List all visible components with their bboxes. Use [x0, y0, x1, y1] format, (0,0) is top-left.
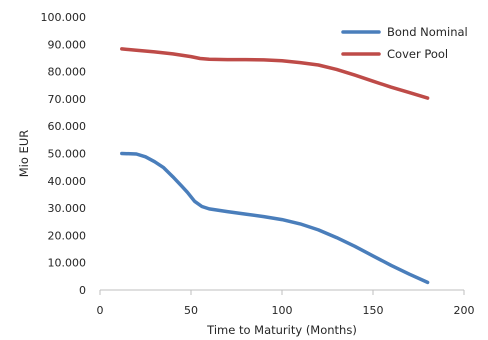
series-line-0: [120, 151, 430, 285]
x-axis-title: Time to Maturity (Months): [206, 323, 357, 337]
x-axis-ticks: 0 50 100 150 200: [97, 290, 475, 317]
y-tick-label: 10.000: [48, 257, 87, 270]
series-line-1: [120, 47, 430, 100]
y-tick-label: 30.000: [48, 202, 87, 215]
y-tick-label: 50.000: [48, 148, 87, 161]
x-tick-label: 150: [363, 304, 384, 317]
series-layer: [120, 47, 430, 285]
legend: Bond Nominal Cover Pool: [341, 25, 468, 61]
y-tick-label: 80.000: [48, 66, 87, 79]
y-axis-ticks: 0 10.000 20.000 30.000 40.000 50.000 60.000 70.…: [41, 11, 87, 297]
y-tick-label: 90.000: [48, 38, 87, 51]
y-tick-label: 70.000: [48, 93, 87, 106]
x-tick-label: 200: [454, 304, 475, 317]
legend-label: Cover Pool: [387, 47, 448, 61]
x-tick-label: 0: [97, 304, 104, 317]
legend-label: Bond Nominal: [387, 25, 468, 39]
y-tick-label: 20.000: [48, 229, 87, 242]
y-tick-label: 40.000: [48, 175, 87, 188]
y-tick-label: 60.000: [48, 120, 87, 133]
y-tick-label: 100.000: [41, 11, 87, 24]
y-axis-title: Mio EUR: [17, 130, 31, 177]
x-tick-label: 50: [184, 304, 198, 317]
y-tick-label: 0: [79, 284, 86, 297]
x-tick-label: 100: [272, 304, 293, 317]
